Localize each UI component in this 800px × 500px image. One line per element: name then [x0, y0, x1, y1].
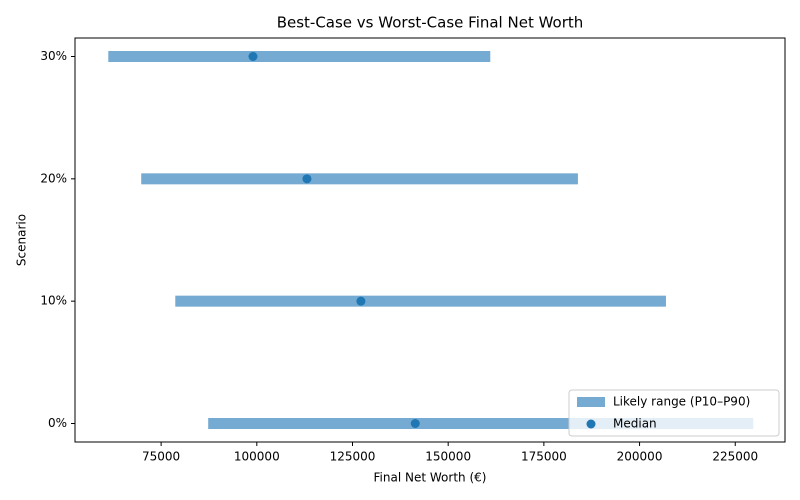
chart-title: Best-Case vs Worst-Case Final Net Worth	[277, 14, 584, 32]
median-dot	[302, 174, 312, 184]
median-dot	[410, 419, 420, 428]
legend-swatch	[577, 397, 605, 407]
plot-frame	[74, 37, 786, 443]
y-tick-label: 0%	[48, 416, 67, 430]
median-dot	[356, 296, 366, 306]
x-axis-label: Final Net Worth (€)	[374, 471, 487, 485]
median-dot	[248, 52, 258, 61]
y-tick-label: 10%	[40, 294, 67, 308]
y-tick-label: 20%	[40, 171, 67, 185]
legend-marker	[586, 419, 596, 429]
range-bar	[141, 173, 578, 185]
x-tick-label: 125000	[330, 450, 376, 464]
legend-label: Median	[613, 417, 657, 431]
range-bar	[208, 418, 754, 429]
legend-box	[568, 389, 780, 437]
legend: Likely range (P10–P90) Median	[568, 389, 780, 437]
range-bar	[175, 295, 666, 307]
x-tick-label: 200000	[617, 450, 663, 464]
range-bar	[108, 51, 491, 62]
x-tick-label: 150000	[425, 450, 471, 464]
x-tick-label: 175000	[521, 450, 567, 464]
x-tick-label: 100000	[234, 450, 280, 464]
x-tick-label: 225000	[712, 450, 758, 464]
x-tick-label: 75000	[142, 450, 180, 464]
y-axis-label: Scenario	[15, 214, 29, 266]
y-tick-label: 30%	[40, 49, 67, 63]
legend-label: Likely range (P10–P90)	[613, 395, 750, 409]
